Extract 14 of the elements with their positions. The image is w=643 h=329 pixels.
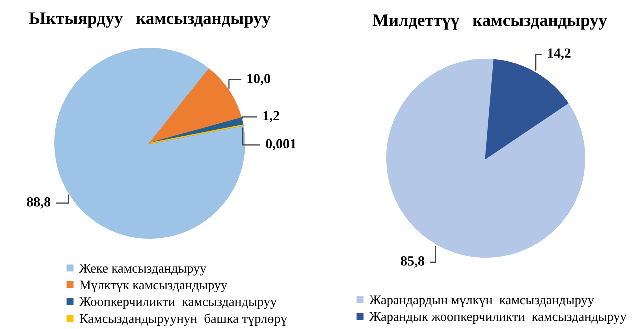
data-label: 88,8 — [27, 197, 51, 209]
legend-label: Жоопкерчиликти камсыздандыруу — [80, 298, 278, 310]
data-label: 14,2 — [548, 48, 571, 60]
data-label: 85,8 — [401, 256, 424, 268]
legend-label: Жеке камсыздандыруу — [80, 264, 207, 276]
chart-title: Ыктыярдуу камсыздандыруу — [29, 12, 271, 28]
data-label: 1,2 — [264, 111, 280, 123]
data-label: 0,001 — [266, 139, 296, 151]
legend-label: Камсыздандыруунун башка түрлөрү — [80, 314, 288, 326]
chart-title: Милдеттүү камсыздандыруу — [372, 14, 608, 30]
legend-label: Жарандык жоопкерчиликти камсыздандыруу — [370, 312, 627, 324]
legend-label: Жарандардын мүлкүн камсыздандыруу — [370, 296, 594, 308]
data-label: 10,0 — [248, 74, 270, 86]
legend-label: Мүлктүк камсыздандыруу — [80, 280, 228, 292]
